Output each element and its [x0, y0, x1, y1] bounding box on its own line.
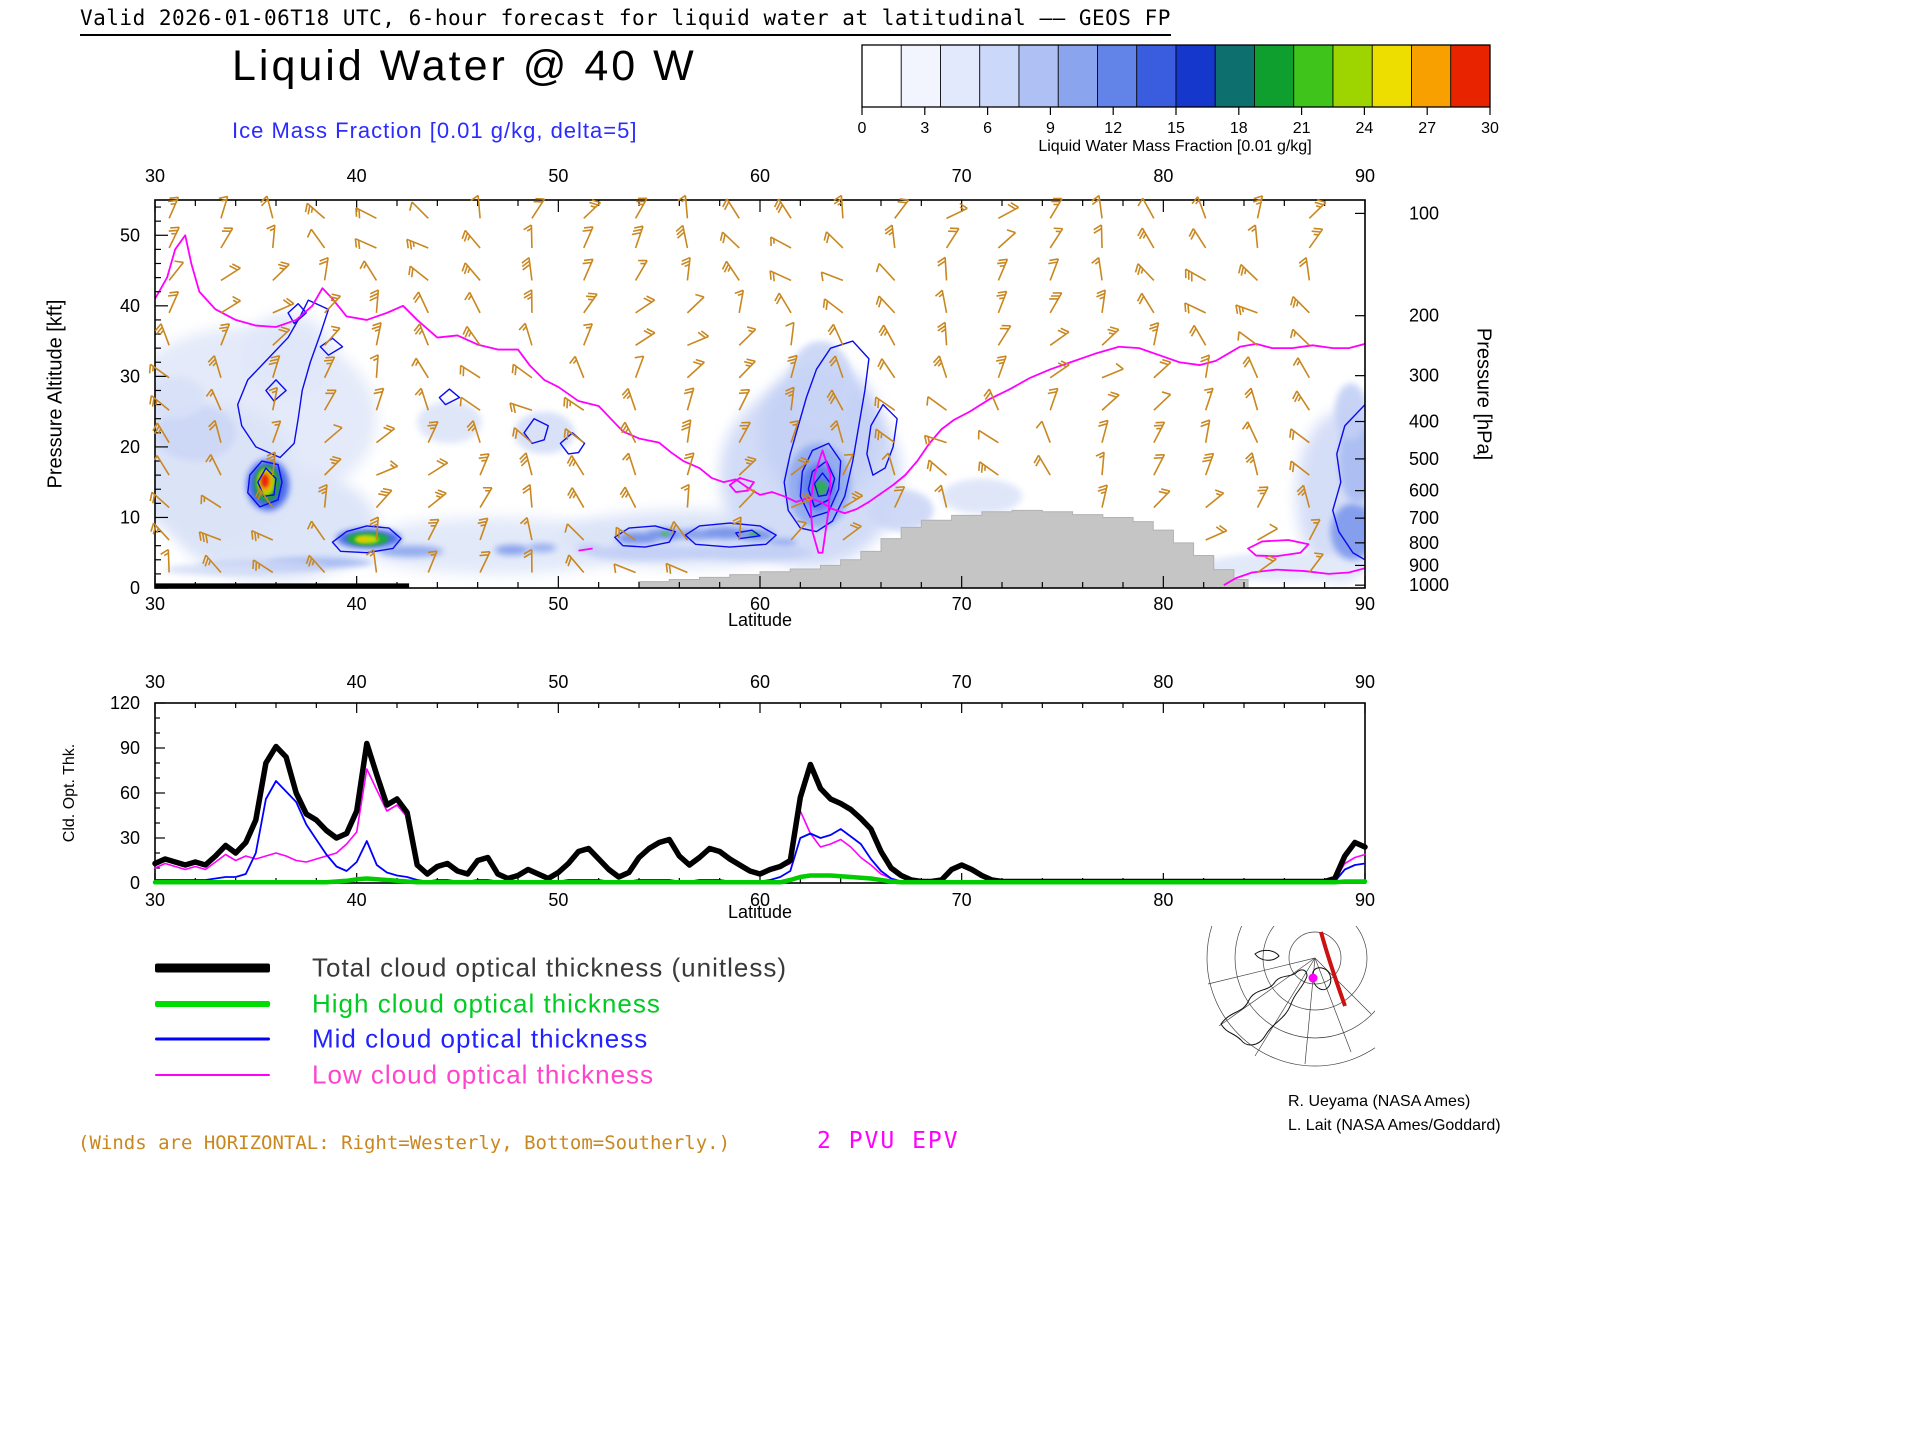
locator-map [1206, 926, 1375, 1067]
svg-text:600: 600 [1409, 481, 1439, 501]
svg-text:40: 40 [347, 890, 367, 910]
svg-text:60: 60 [750, 166, 770, 186]
svg-text:9: 9 [1046, 120, 1055, 137]
credits: R. Ueyama (NASA Ames) L. Lait (NASA Ames… [1288, 1090, 1501, 1138]
svg-text:50: 50 [120, 225, 140, 245]
svg-text:60: 60 [750, 890, 770, 910]
svg-text:30: 30 [120, 366, 140, 386]
ice-mass-fraction-subtitle: Ice Mass Fraction [0.01 g/kg, delta=5] [232, 118, 638, 143]
svg-text:21: 21 [1293, 120, 1311, 137]
svg-text:50: 50 [548, 890, 568, 910]
svg-text:30: 30 [145, 672, 165, 692]
svg-text:700: 700 [1409, 508, 1439, 528]
winds-note: (Winds are HORIZONTAL: Right=Westerly, B… [78, 1132, 731, 1154]
svg-text:60: 60 [750, 594, 770, 614]
svg-text:30: 30 [120, 828, 140, 848]
svg-text:40: 40 [347, 672, 367, 692]
svg-text:100: 100 [1409, 203, 1439, 223]
credit-line-2: L. Lait (NASA Ames/Goddard) [1288, 1117, 1501, 1134]
x-axis-label-main: Latitude [727, 610, 793, 630]
epv-label: 2 PVU EPV [817, 1128, 960, 1154]
svg-text:500: 500 [1409, 449, 1439, 469]
series-1 [152, 873, 1368, 885]
svg-text:60: 60 [750, 672, 770, 692]
svg-text:6: 6 [983, 120, 992, 137]
svg-text:90: 90 [1355, 890, 1375, 910]
svg-text:0: 0 [130, 873, 140, 893]
svg-text:70: 70 [952, 594, 972, 614]
y-axis-label-kft: Pressure Altitude [kft] [44, 299, 67, 489]
svg-text:18: 18 [1230, 120, 1248, 137]
svg-text:200: 200 [1409, 306, 1439, 326]
svg-text:20: 20 [120, 437, 140, 457]
valid-time-header: Valid 2026-01-06T18 UTC, 6-hour forecast… [80, 6, 1171, 36]
ice-mass-fraction-contours [236, 299, 1365, 561]
map-point [1308, 973, 1318, 983]
series-0 [152, 740, 1368, 885]
colorbar: 0 3 6 9 12 15 18 21 24 27 30 [858, 44, 1499, 137]
cross-section-plot: 3030404050506060707080809090010203040501… [120, 166, 1449, 614]
y-axis-label-hpa: Pressure [hPa] [1472, 327, 1495, 461]
svg-text:10: 10 [120, 507, 140, 527]
svg-text:70: 70 [952, 672, 972, 692]
svg-text:0: 0 [130, 578, 140, 598]
svg-text:40: 40 [347, 166, 367, 186]
svg-text:30: 30 [145, 166, 165, 186]
svg-text:70: 70 [952, 166, 972, 186]
svg-text:30: 30 [145, 594, 165, 614]
svg-text:70: 70 [952, 890, 972, 910]
svg-text:90: 90 [120, 738, 140, 758]
map-cross-section-track [1319, 931, 1347, 1007]
svg-text:900: 900 [1409, 555, 1439, 575]
svg-text:24: 24 [1356, 120, 1374, 137]
svg-text:60: 60 [120, 783, 140, 803]
svg-text:50: 50 [548, 166, 568, 186]
liquid-water-shading [155, 312, 1365, 581]
svg-text:0: 0 [858, 120, 867, 137]
svg-text:300: 300 [1409, 366, 1439, 386]
svg-text:1000: 1000 [1409, 575, 1449, 595]
credit-line-1: R. Ueyama (NASA Ames) [1288, 1093, 1471, 1110]
epv-2pvu-contour [155, 234, 1365, 586]
svg-text:30: 30 [145, 890, 165, 910]
wind-barbs-layer [148, 194, 1327, 574]
colorbar-label: Liquid Water Mass Fraction [0.01 g/kg] [1038, 138, 1312, 155]
svg-text:15: 15 [1167, 120, 1185, 137]
svg-text:90: 90 [1355, 672, 1375, 692]
svg-text:800: 800 [1409, 533, 1439, 553]
svg-text:90: 90 [1355, 166, 1375, 186]
svg-text:80: 80 [1153, 594, 1173, 614]
map-graticule [1206, 926, 1375, 1067]
svg-text:90: 90 [1355, 594, 1375, 614]
svg-text:80: 80 [1153, 890, 1173, 910]
y-axis-label-cot: Cld. Opt. Thk. [61, 743, 78, 843]
svg-text:80: 80 [1153, 166, 1173, 186]
svg-text:50: 50 [548, 672, 568, 692]
svg-text:40: 40 [120, 296, 140, 316]
svg-text:27: 27 [1418, 120, 1436, 137]
x-axis-label-cot: Latitude [727, 902, 793, 922]
svg-text:50: 50 [548, 594, 568, 614]
svg-text:3: 3 [920, 120, 929, 137]
svg-text:120: 120 [110, 693, 140, 713]
svg-text:12: 12 [1104, 120, 1122, 137]
series-2 [154, 780, 1366, 884]
main-axis-ticks: 3030404050506060707080809090010203040501… [120, 166, 1449, 614]
svg-text:40: 40 [347, 594, 367, 614]
page-title: Liquid Water @ 40 W [232, 42, 697, 90]
svg-text:30: 30 [1481, 120, 1499, 137]
terrain-silhouette [638, 509, 1249, 588]
svg-text:80: 80 [1153, 672, 1173, 692]
svg-text:400: 400 [1409, 412, 1439, 432]
